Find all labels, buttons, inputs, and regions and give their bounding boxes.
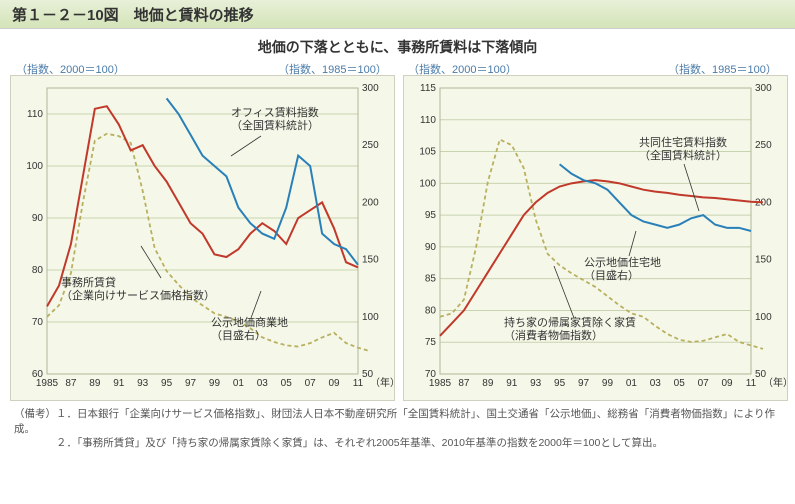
left-chart-svg: 6070809010011050100150200250300198587899…: [11, 76, 394, 400]
svg-text:09: 09: [722, 378, 734, 389]
svg-text:事務所賃貸: 事務所賃貸: [61, 275, 116, 289]
svg-text:150: 150: [755, 255, 772, 266]
svg-text:1985: 1985: [36, 378, 59, 389]
svg-text:150: 150: [362, 255, 379, 266]
figure-subtitle: 地価の下落とともに、事務所賃料は下落傾向: [0, 37, 795, 57]
svg-text:95: 95: [554, 378, 566, 389]
svg-text:11: 11: [746, 378, 757, 389]
svg-text:300: 300: [362, 83, 379, 94]
svg-text:（年）: （年）: [763, 376, 787, 389]
svg-text:75: 75: [425, 337, 437, 348]
charts-row: 6070809010011050100150200250300198587899…: [0, 75, 795, 401]
footnote-1: （備考）１．日本銀行「企業向けサービス価格指数」、財団法人日本不動産研究所「全国…: [14, 407, 781, 436]
svg-text:（目盛右）: （目盛右）: [211, 328, 266, 342]
svg-text:115: 115: [420, 83, 436, 94]
figure-container: 第１－２－10図 地価と賃料の推移 地価の下落とともに、事務所賃料は下落傾向 （…: [0, 0, 795, 504]
svg-text:公示地価住宅地: 公示地価住宅地: [584, 255, 661, 269]
svg-text:99: 99: [602, 378, 614, 389]
svg-text:70: 70: [32, 317, 44, 328]
svg-text:100: 100: [419, 178, 436, 189]
svg-text:80: 80: [425, 305, 437, 316]
svg-text:持ち家の帰属家賃除く家賃: 持ち家の帰属家賃除く家賃: [504, 315, 636, 329]
svg-text:05: 05: [281, 378, 293, 389]
svg-text:11: 11: [353, 378, 364, 389]
svg-text:95: 95: [161, 378, 173, 389]
svg-text:05: 05: [674, 378, 686, 389]
svg-text:03: 03: [257, 378, 269, 389]
left-chart-panel: 6070809010011050100150200250300198587899…: [10, 75, 395, 401]
svg-text:91: 91: [113, 378, 125, 389]
svg-text:300: 300: [755, 83, 772, 94]
svg-text:09: 09: [329, 378, 341, 389]
svg-text:90: 90: [425, 242, 437, 253]
svg-text:97: 97: [185, 378, 197, 389]
svg-text:100: 100: [26, 161, 43, 172]
footnotes: （備考）１．日本銀行「企業向けサービス価格指数」、財団法人日本不動産研究所「全国…: [0, 401, 795, 451]
svg-text:共同住宅賃料指数: 共同住宅賃料指数: [639, 135, 727, 149]
svg-text:（全国賃料統計）: （全国賃料統計）: [231, 118, 319, 132]
svg-text:87: 87: [65, 378, 77, 389]
svg-text:（目盛右）: （目盛右）: [584, 268, 639, 282]
svg-text:オフィス賃料指数: オフィス賃料指数: [231, 105, 319, 119]
svg-text:89: 89: [482, 378, 494, 389]
svg-text:（年）: （年）: [370, 376, 394, 389]
svg-text:（全国賃料統計）: （全国賃料統計）: [639, 148, 727, 162]
svg-text:250: 250: [755, 140, 772, 151]
svg-text:90: 90: [32, 213, 44, 224]
svg-text:200: 200: [362, 197, 379, 208]
right-chart-svg: 7075808590951001051101155010015020025030…: [404, 76, 787, 400]
svg-text:03: 03: [650, 378, 662, 389]
svg-text:07: 07: [305, 378, 317, 389]
figure-title: 第１－２－10図 地価と賃料の推移: [12, 4, 254, 25]
svg-text:87: 87: [458, 378, 470, 389]
header-bar: 第１－２－10図 地価と賃料の推移: [0, 0, 795, 29]
svg-text:07: 07: [698, 378, 710, 389]
svg-text:110: 110: [27, 109, 43, 120]
footnote-2: ２．「事務所賃貸」及び「持ち家の帰属家賃除く家賃」は、それぞれ2005年基準、2…: [14, 436, 781, 451]
svg-text:89: 89: [89, 378, 101, 389]
svg-text:（消費者物価指数）: （消費者物価指数）: [504, 328, 603, 342]
svg-text:250: 250: [362, 140, 379, 151]
svg-text:01: 01: [233, 378, 245, 389]
svg-text:110: 110: [420, 115, 436, 126]
svg-text:100: 100: [755, 312, 772, 323]
svg-text:93: 93: [137, 378, 149, 389]
svg-text:93: 93: [530, 378, 542, 389]
svg-text:85: 85: [425, 274, 437, 285]
svg-text:（企業向けサービス価格指数）: （企業向けサービス価格指数）: [61, 288, 215, 302]
svg-text:95: 95: [425, 210, 437, 221]
svg-text:公示地価商業地: 公示地価商業地: [211, 315, 288, 329]
svg-text:1985: 1985: [429, 378, 452, 389]
svg-text:80: 80: [32, 265, 44, 276]
svg-text:100: 100: [362, 312, 379, 323]
svg-text:105: 105: [419, 147, 436, 158]
right-chart-panel: 7075808590951001051101155010015020025030…: [403, 75, 788, 401]
svg-text:91: 91: [506, 378, 518, 389]
svg-text:01: 01: [626, 378, 638, 389]
svg-text:97: 97: [578, 378, 590, 389]
svg-text:99: 99: [209, 378, 221, 389]
